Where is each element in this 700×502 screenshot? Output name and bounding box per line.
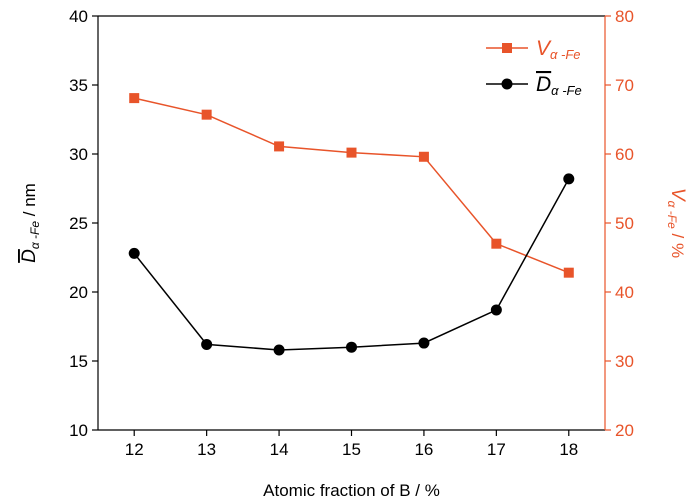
- series-0-point: [563, 267, 574, 278]
- series-1-point: [273, 344, 285, 356]
- x-tick-label: 16: [414, 440, 433, 459]
- series-0-point: [418, 151, 429, 162]
- left-tick-label: 30: [69, 145, 88, 164]
- series-1-point: [563, 173, 575, 185]
- series-1-line: [133, 178, 570, 351]
- series-0-point: [129, 93, 140, 104]
- legend-label: Dα -Fe: [536, 73, 582, 98]
- series-0-point: [274, 141, 285, 152]
- series-0-point: [201, 109, 212, 120]
- series-1-point: [128, 247, 140, 259]
- series-1-point: [346, 341, 357, 353]
- x-tick-label: 18: [559, 440, 578, 459]
- x-tick-label: 15: [342, 440, 361, 459]
- right-tick-label: 40: [615, 283, 634, 302]
- right-tick-label: 20: [615, 421, 634, 440]
- right-tick-label: 30: [615, 352, 634, 371]
- series-layer: [128, 93, 575, 356]
- x-tick-label: 12: [125, 440, 144, 459]
- series-0-point: [491, 238, 502, 249]
- right-tick-label: 60: [615, 145, 634, 164]
- left-tick-label: 20: [69, 283, 88, 302]
- x-tick-label: 17: [487, 440, 506, 459]
- series-1-point: [490, 304, 502, 316]
- right-axis-label-text: Vα -Fe / %: [665, 188, 688, 258]
- x-tick-label: 14: [270, 440, 289, 459]
- legend-label: Vα -Fe: [536, 37, 581, 62]
- series-0-line: [134, 97, 570, 274]
- x-axis-label: Atomic fraction of B / %: [263, 481, 440, 500]
- left-tick-label: 15: [69, 352, 88, 371]
- left-axis-label: Dα -Fe / nm: [19, 183, 42, 263]
- right-tick-label: 50: [615, 214, 634, 233]
- legend-marker: [501, 78, 513, 90]
- x-tick-label: 13: [197, 440, 216, 459]
- series-1-point: [201, 338, 213, 350]
- axes: 12 13 14 15 16 17 18 10 15 20 25 30 35 40 20 30 40 50 60 70…: [19, 7, 688, 459]
- left-tick-label: 25: [69, 214, 88, 233]
- series-0-point: [346, 147, 357, 158]
- legend: Vα -Fe Dα -Fe: [486, 37, 582, 98]
- left-tick-label: 35: [69, 76, 88, 95]
- series-1-point: [418, 337, 430, 349]
- left-axis-label-text: Dα -Fe / nm: [19, 183, 42, 263]
- legend-marker: [502, 43, 512, 53]
- right-tick-label: 80: [615, 7, 634, 26]
- right-tick-label: 70: [615, 76, 634, 95]
- left-tick-label: 10: [69, 421, 88, 440]
- right-axis-label: Vα -Fe / %: [665, 188, 688, 258]
- left-tick-label: 40: [69, 7, 88, 26]
